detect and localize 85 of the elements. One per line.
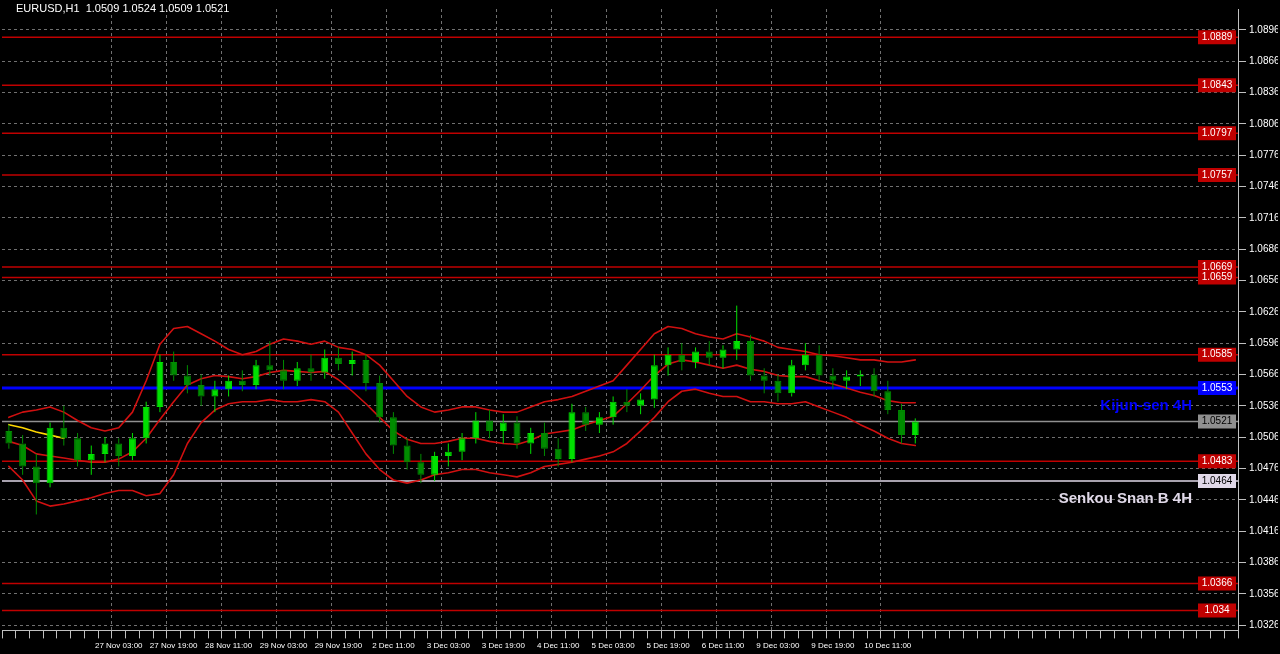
candlestick <box>541 422 548 457</box>
candlestick <box>760 367 768 394</box>
x-tick-label: 5 Dec 03:00 <box>591 641 636 651</box>
candlestick <box>389 411 397 455</box>
annotation: 1.0669 <box>1201 260 1233 272</box>
candlestick <box>870 367 878 397</box>
candlestick <box>211 380 219 413</box>
x-tick-label: 6 Dec 11:00 <box>701 641 745 651</box>
annotation: 1.0553 <box>1201 381 1233 393</box>
x-tick-label: 28 Nov 11:00 <box>205 641 253 651</box>
candlestick <box>197 374 205 407</box>
candlestick <box>170 351 178 382</box>
candlestick <box>32 453 40 515</box>
candlestick <box>664 346 672 377</box>
annotation: 1.034 <box>1204 604 1230 616</box>
candlestick <box>46 422 54 488</box>
candlestick <box>911 417 919 444</box>
annotation: 1.0464 <box>1201 474 1233 486</box>
x-tick-label: 29 Nov 03:00 <box>259 641 308 651</box>
candlestick <box>444 442 452 467</box>
candlestick <box>829 367 837 390</box>
candlestick <box>623 388 631 413</box>
candlestick <box>431 451 439 482</box>
x-tick-label: 3 Dec 19:00 <box>481 641 526 651</box>
candlestick <box>376 375 384 424</box>
annotation: 1.0757 <box>1201 168 1233 180</box>
candlestick <box>499 413 507 444</box>
annotation: 1.0889 <box>1201 30 1233 42</box>
candlestick <box>554 437 562 467</box>
candlestick <box>74 432 81 467</box>
ref-line-label: Senkou Snan B 4H <box>1058 489 1192 507</box>
candlestick <box>678 342 686 371</box>
candlestick <box>898 403 905 444</box>
candlestick <box>472 411 480 444</box>
candlestick <box>60 405 68 447</box>
ref-line-label: Kijun-sen 4H <box>1100 396 1192 414</box>
candlestick <box>595 411 603 434</box>
annotation: 1.0585 <box>1201 348 1233 360</box>
x-tick-label: 27 Nov 19:00 <box>149 641 199 651</box>
candlestick <box>733 305 741 361</box>
candlestick <box>417 453 425 484</box>
annotation: 1.0797 <box>1201 127 1233 139</box>
x-tick-label: 27 Nov 03:00 <box>94 641 144 651</box>
x-tick-label: 9 Dec 03:00 <box>756 641 801 651</box>
candlestick <box>815 344 823 382</box>
candlestick <box>142 401 150 444</box>
candlestick <box>87 445 95 476</box>
chart-title: EURUSD,H1 1.0509 1.0524 1.0509 1.0521 <box>16 2 230 15</box>
candlestick <box>582 406 590 432</box>
candlestick <box>5 424 13 450</box>
candlestick <box>527 427 535 455</box>
x-tick-label: 5 Dec 19:00 <box>646 641 691 651</box>
candlestick <box>225 375 233 397</box>
x-tick-label: 10 Dec 11:00 <box>864 641 912 651</box>
annotation: 1.0659 <box>1201 271 1233 283</box>
x-tick-label: 4 Dec 11:00 <box>536 641 581 651</box>
candlestick <box>238 369 246 392</box>
x-tick-label: 9 Dec 19:00 <box>811 641 855 651</box>
candlestick <box>747 334 754 382</box>
candlestick <box>321 348 329 380</box>
annotation: 1.0521 <box>1201 415 1233 427</box>
candlestick <box>609 395 617 426</box>
candlestick <box>293 361 301 387</box>
candlestick <box>788 359 796 397</box>
candlestick <box>252 359 260 390</box>
candlestick <box>403 437 411 471</box>
x-tick-label: 2 Dec 11:00 <box>372 641 416 651</box>
candlestick <box>348 351 356 377</box>
candlestick <box>458 432 466 461</box>
candlestick <box>19 434 27 476</box>
annotation: 1.0843 <box>1201 78 1233 90</box>
candlestick <box>884 380 892 415</box>
candlestick <box>637 392 645 415</box>
x-tick-label: 29 Nov 19:00 <box>314 641 363 651</box>
candlestick <box>843 369 851 390</box>
candlestick <box>650 354 658 409</box>
candlestick <box>719 344 727 369</box>
candlestick <box>129 432 136 461</box>
x-tick-label: 3 Dec 03:00 <box>426 641 471 651</box>
annotation: 1.0366 <box>1201 577 1233 589</box>
candlestick <box>705 340 713 366</box>
candlestick <box>115 437 123 467</box>
annotation: 1.0483 <box>1201 454 1233 466</box>
candlestick <box>801 342 809 371</box>
candlestick <box>266 340 274 377</box>
